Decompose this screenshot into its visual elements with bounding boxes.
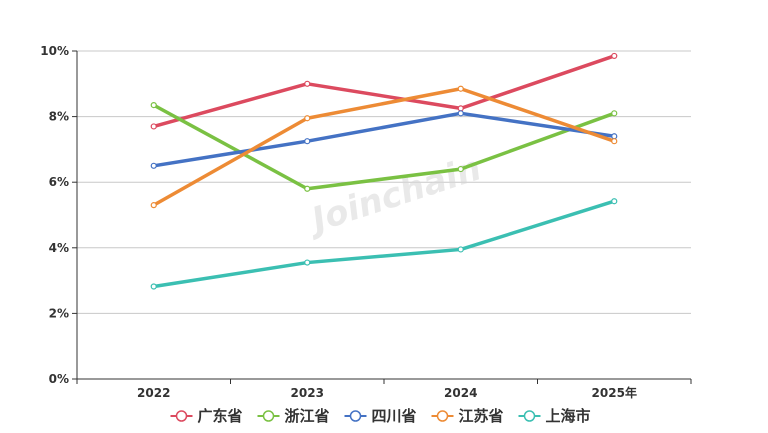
data-point[interactable] (457, 110, 464, 117)
data-point[interactable] (304, 138, 311, 145)
data-point[interactable] (304, 80, 311, 87)
data-point[interactable] (150, 102, 157, 109)
x-tick-label: 2025年 (592, 385, 637, 400)
data-point[interactable] (150, 202, 157, 209)
y-tick-label: 8% (49, 110, 69, 124)
data-point[interactable] (611, 138, 618, 145)
y-tick-label: 6% (49, 175, 69, 189)
series-line[interactable] (152, 103, 616, 191)
data-point[interactable] (611, 110, 618, 117)
watermark: Joinchain (301, 148, 486, 242)
series-line[interactable] (152, 199, 616, 289)
legend-label[interactable]: 四川省 (372, 407, 417, 425)
x-tick-label: 2022 (137, 386, 170, 400)
series-line[interactable] (152, 86, 616, 207)
legend-marker (262, 410, 275, 422)
legend-label[interactable]: 江苏省 (459, 407, 504, 425)
grid-lines (77, 50, 691, 314)
data-point[interactable] (304, 259, 311, 266)
legend-label[interactable]: 上海市 (546, 407, 591, 425)
data-point[interactable] (457, 105, 464, 112)
data-point[interactable] (150, 283, 157, 290)
data-point[interactable] (304, 115, 311, 122)
data-point[interactable] (611, 198, 618, 205)
y-tick-label: 10% (40, 44, 69, 58)
data-point[interactable] (611, 52, 618, 60)
data-point[interactable] (457, 165, 464, 173)
y-tick-label: 4% (49, 241, 69, 255)
y-tick-label: 2% (49, 306, 69, 320)
legend-label[interactable]: 广东省 (198, 407, 243, 425)
series-lines (150, 52, 618, 290)
data-point[interactable] (457, 85, 464, 92)
data-point[interactable] (611, 133, 618, 140)
legend-marker (523, 410, 536, 422)
legend-label[interactable]: 浙江省 (285, 407, 330, 425)
data-point[interactable] (304, 185, 311, 192)
legend-marker (436, 410, 449, 422)
y-tick-label: 0% (49, 372, 69, 386)
data-point[interactable] (457, 246, 464, 253)
legend-marker (175, 410, 188, 422)
data-point[interactable] (150, 123, 157, 130)
data-point[interactable] (150, 162, 157, 169)
x-tick-label: 2023 (291, 386, 324, 400)
legend[interactable]: 广东省 浙江省 四川省 江苏省 上海市 (170, 407, 591, 425)
series-line[interactable] (152, 111, 616, 168)
legend-marker (349, 410, 362, 422)
series-line[interactable] (152, 54, 616, 129)
x-tick-label: 2024 (444, 386, 477, 400)
axes: 0% 2% 4% 6% 8% 10% 2022 2023 2024 2025年 (40, 44, 692, 400)
